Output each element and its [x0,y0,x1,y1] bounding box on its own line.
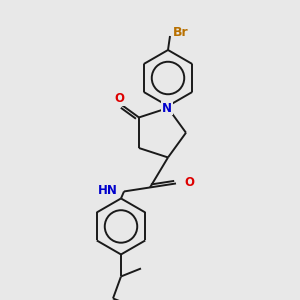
Text: O: O [114,92,124,105]
Text: N: N [162,101,172,115]
Text: Br: Br [173,26,189,38]
Text: HN: HN [98,184,118,197]
Text: O: O [184,176,194,189]
